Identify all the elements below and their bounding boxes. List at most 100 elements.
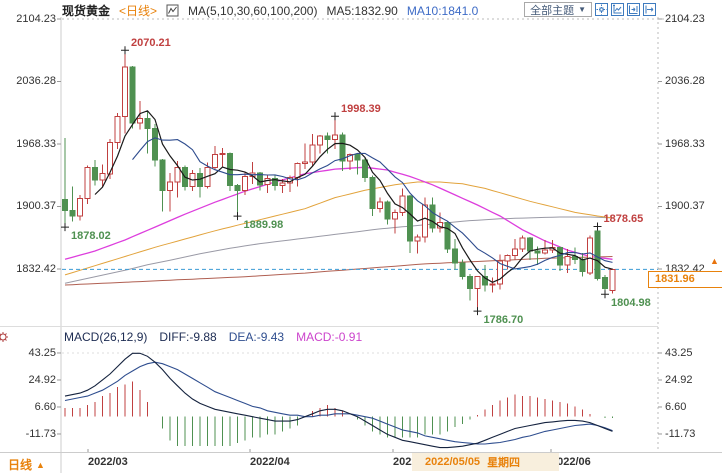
candle[interactable] [114, 116, 121, 143]
period-toggle[interactable]: 日线 ▲ [8, 456, 45, 473]
candle[interactable] [542, 249, 548, 254]
indicator-settings-icon[interactable] [0, 330, 9, 348]
ma-settings-label[interactable]: MA(5,10,30,60,100,200) [188, 3, 318, 18]
candle[interactable] [144, 118, 151, 130]
extreme-marker [331, 112, 339, 121]
candle[interactable] [407, 195, 413, 242]
candle[interactable] [384, 201, 391, 220]
candle[interactable] [459, 262, 466, 278]
ma200-line [64, 256, 613, 286]
macd-layer [64, 381, 614, 447]
candle[interactable] [504, 255, 511, 262]
extreme-marker [473, 307, 482, 316]
extreme-marker [121, 46, 129, 55]
pan-right-icon[interactable] [643, 3, 656, 16]
candle[interactable] [347, 153, 353, 162]
candle[interactable] [399, 195, 406, 213]
axis-zoom-icon[interactable] [611, 3, 624, 16]
go-to-latest-icon[interactable] [627, 3, 640, 16]
ma10-value: MA10:1841.0 [406, 3, 479, 18]
ma60-line [64, 181, 613, 276]
extreme-marker [593, 222, 602, 231]
crosshair-weekday: 星期四 [487, 457, 521, 469]
candle[interactable] [99, 173, 106, 181]
candle[interactable] [137, 118, 143, 124]
candle[interactable] [212, 153, 218, 168]
candle[interactable] [489, 283, 496, 286]
candle[interactable] [512, 248, 518, 257]
candle[interactable] [414, 236, 421, 242]
candle[interactable] [474, 276, 481, 290]
candle[interactable] [242, 176, 248, 191]
candle[interactable] [257, 172, 263, 186]
candle[interactable] [369, 176, 376, 210]
candle[interactable] [482, 276, 488, 286]
candle[interactable] [302, 161, 308, 165]
candle[interactable] [62, 199, 68, 211]
candle[interactable] [219, 153, 226, 155]
ma30-line [64, 166, 613, 260]
candle[interactable] [527, 237, 533, 252]
extreme-marker [233, 212, 242, 221]
crosshair-icon[interactable] [595, 3, 608, 16]
candle[interactable] [422, 204, 428, 238]
candle[interactable] [174, 166, 181, 183]
candle[interactable] [84, 166, 91, 200]
candle[interactable] [467, 276, 473, 290]
candle[interactable] [572, 256, 578, 260]
kline-style-icon[interactable] [166, 4, 179, 17]
candle[interactable] [264, 177, 271, 186]
candle[interactable] [377, 201, 383, 210]
candle[interactable] [77, 198, 83, 217]
candle[interactable] [294, 163, 301, 178]
chart-toolbar: 全部主题 ▼ [524, 2, 656, 17]
candle[interactable] [429, 204, 436, 229]
candle[interactable] [167, 181, 173, 191]
candle[interactable] [587, 237, 593, 274]
macd-macd-value: MACD:-0.91 [296, 330, 363, 344]
candle[interactable] [92, 166, 98, 181]
candle[interactable] [272, 177, 278, 187]
macd-header: MACD(26,12,9) DIFF:-9.88 DEA:-9.43 MACD:… [64, 330, 362, 344]
crosshair-date: 2022/05/05 [425, 456, 481, 468]
candle[interactable] [534, 250, 541, 254]
candle[interactable] [279, 182, 286, 187]
extreme-marker [61, 223, 69, 232]
candle[interactable] [609, 268, 616, 291]
candle[interactable] [444, 222, 451, 250]
candle[interactable] [234, 185, 241, 191]
candle[interactable] [69, 210, 76, 217]
dea-line [64, 361, 613, 445]
crosshair-date-tooltip: 2022/05/05 星期四 [412, 453, 559, 471]
candle[interactable] [107, 142, 113, 175]
price-direction-marker: ▲ [710, 256, 719, 266]
candle[interactable] [602, 277, 608, 290]
candle[interactable] [309, 144, 316, 163]
candle[interactable] [122, 66, 128, 118]
period-tag[interactable]: <日线> [119, 4, 158, 18]
candle[interactable] [152, 128, 158, 161]
candle[interactable] [197, 173, 203, 188]
candle[interactable] [362, 159, 368, 178]
candle[interactable] [354, 153, 361, 161]
candle[interactable] [519, 237, 526, 250]
candle[interactable] [579, 258, 586, 272]
candle[interactable] [564, 256, 571, 266]
candle[interactable] [339, 134, 346, 162]
candle[interactable] [324, 135, 331, 141]
candle[interactable] [332, 134, 338, 141]
theme-select-button[interactable]: 全部主题 ▼ [524, 2, 592, 17]
candle[interactable] [594, 230, 601, 280]
chart-header: 现货黄金 <日线> MA(5,10,30,60,100,200) MA5:183… [62, 2, 478, 19]
macd-params-label[interactable]: MACD(26,12,9) [64, 330, 148, 344]
candle[interactable] [159, 159, 166, 191]
candle[interactable] [497, 260, 503, 285]
candle[interactable] [452, 248, 458, 264]
candle[interactable] [129, 66, 136, 124]
candle[interactable] [392, 211, 398, 220]
last-price-box: 1831.96 [648, 271, 722, 288]
ma10-line [132, 137, 613, 270]
candle[interactable] [317, 135, 323, 146]
